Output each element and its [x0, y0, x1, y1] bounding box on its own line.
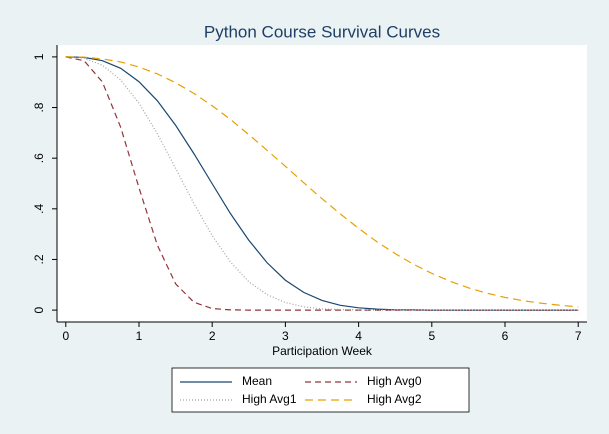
legend-label: High Avg0 — [367, 374, 422, 388]
y-tick-label: .6 — [32, 153, 46, 163]
y-tick-label: .4 — [32, 203, 46, 213]
y-tick-label: .2 — [32, 254, 46, 264]
x-tick-label: 4 — [355, 329, 362, 343]
x-tick-label: 0 — [62, 329, 69, 343]
x-tick-label: 5 — [428, 329, 435, 343]
y-tick-label: .8 — [32, 102, 46, 112]
legend-label: High Avg1 — [242, 392, 297, 406]
legend-label: High Avg2 — [367, 392, 422, 406]
x-tick-label: 6 — [502, 329, 509, 343]
series-line — [65, 56, 579, 308]
y-tick-label: 0 — [32, 306, 46, 313]
y-tick-label: 1 — [32, 53, 46, 60]
series-line — [65, 56, 579, 311]
legend — [171, 367, 470, 413]
series-line — [65, 56, 579, 311]
x-axis-label: Participation Week — [272, 344, 373, 358]
x-tick-label: 3 — [282, 329, 289, 343]
x-tick-label: 2 — [209, 329, 216, 343]
x-tick-label: 7 — [575, 329, 582, 343]
legend-label: Mean — [242, 374, 272, 388]
plot-area — [57, 45, 587, 322]
chart-title: Python Course Survival Curves — [204, 22, 440, 41]
x-tick-label: 1 — [136, 329, 143, 343]
